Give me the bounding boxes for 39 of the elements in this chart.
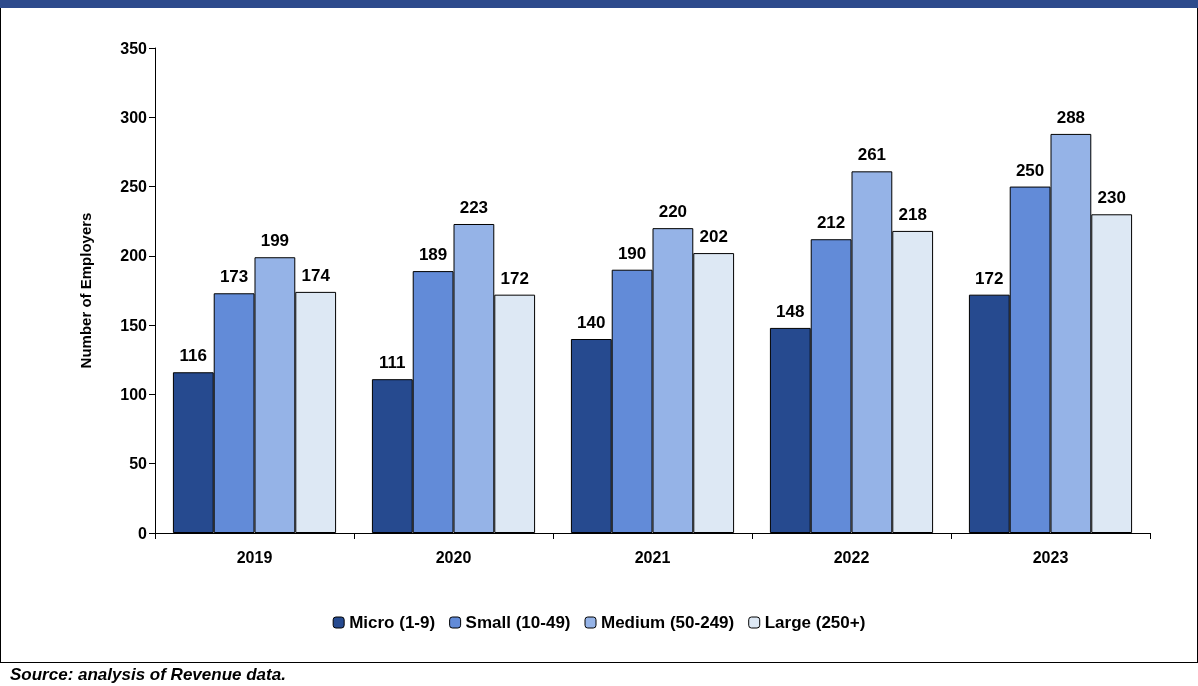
x-tick-label: 2023 bbox=[1032, 548, 1069, 566]
data-label: 261 bbox=[857, 145, 887, 165]
data-label: 288 bbox=[1056, 107, 1086, 127]
legend-label: Micro (1-9) bbox=[349, 613, 436, 632]
data-label: 111 bbox=[379, 353, 406, 373]
data-label: 173 bbox=[219, 267, 249, 287]
data-label: 230 bbox=[1097, 188, 1126, 208]
data-label: 212 bbox=[816, 213, 846, 233]
data-label: 202 bbox=[699, 227, 728, 247]
data-label: 190 bbox=[617, 243, 647, 263]
data-label: 172 bbox=[500, 268, 529, 288]
data-label: 116 bbox=[179, 346, 208, 366]
data-label: 140 bbox=[577, 313, 606, 332]
x-tick-label: 2021 bbox=[634, 548, 671, 566]
source-note: Source: analysis of Revenue data. bbox=[10, 665, 286, 685]
data-label: 148 bbox=[776, 301, 805, 321]
y-tick-label: 50 bbox=[129, 455, 148, 473]
y-tick-label: 200 bbox=[120, 247, 148, 265]
legend-label: Small (10-49) bbox=[465, 613, 571, 632]
data-label: 172 bbox=[975, 268, 1004, 288]
y-tick-label: 300 bbox=[120, 108, 148, 126]
x-tick-label: 2022 bbox=[833, 548, 870, 566]
data-label: 174 bbox=[301, 265, 331, 285]
y-tick-label: 150 bbox=[120, 316, 148, 334]
y-tick-label: 100 bbox=[120, 385, 148, 403]
x-tick-label: 2020 bbox=[435, 548, 472, 566]
data-label: 218 bbox=[898, 204, 927, 224]
y-axis-title: Number of Employers bbox=[77, 212, 94, 369]
data-label: 223 bbox=[459, 197, 489, 217]
data-label: 220 bbox=[658, 202, 688, 222]
y-tick-label: 250 bbox=[120, 178, 148, 196]
data-label: 199 bbox=[260, 231, 290, 251]
legend-label: Large (250+) bbox=[764, 613, 866, 632]
y-tick-label: 350 bbox=[120, 39, 148, 57]
y-tick-label: 0 bbox=[138, 524, 148, 542]
x-tick-label: 2019 bbox=[236, 548, 273, 566]
legend-label: Medium (50-249) bbox=[601, 613, 735, 632]
data-label: 189 bbox=[418, 245, 448, 265]
data-label: 250 bbox=[1015, 160, 1045, 180]
